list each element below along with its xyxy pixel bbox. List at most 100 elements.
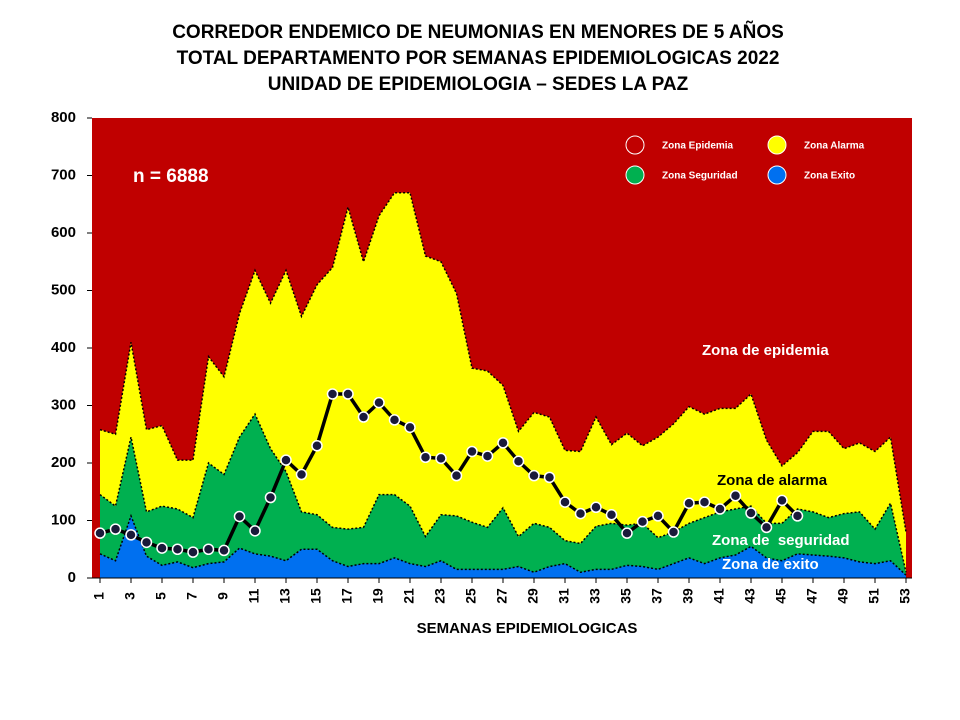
- y-tick-label: 400: [51, 339, 76, 356]
- x-tick-label: 35: [618, 588, 634, 604]
- annotation: Zona de seguridad: [712, 532, 850, 549]
- annotation: n = 6888: [133, 166, 209, 187]
- case-marker: [652, 510, 664, 522]
- y-tick-label: 600: [51, 224, 76, 241]
- x-tick-label: 53: [897, 588, 913, 604]
- chart-title: UNIDAD DE EPIDEMIOLOGIA – SEDES LA PAZ: [268, 74, 689, 95]
- case-marker: [218, 544, 230, 557]
- case-marker: [605, 509, 618, 521]
- annotation: Zona de exito: [722, 556, 819, 573]
- chart-title: TOTAL DEPARTAMENTO POR SEMANAS EPIDEMIOL…: [177, 48, 780, 69]
- y-tick-label: 800: [51, 109, 76, 126]
- case-marker: [187, 546, 199, 558]
- case-marker: [249, 525, 261, 537]
- legend-swatch: [625, 165, 645, 185]
- case-marker: [497, 437, 509, 449]
- case-marker: [388, 414, 401, 426]
- zone-outline: [99, 192, 907, 533]
- x-tick-label: 11: [246, 588, 262, 603]
- case-marker: [590, 501, 602, 514]
- x-tick-label: 45: [773, 588, 789, 604]
- case-marker: [543, 471, 556, 484]
- case-marker: [776, 494, 788, 507]
- x-tick-label: 1: [91, 592, 107, 600]
- case-marker: [326, 388, 339, 400]
- case-marker: [466, 445, 478, 458]
- x-tick-label: 5: [153, 592, 169, 600]
- case-marker: [311, 440, 323, 452]
- legend-swatch: [625, 135, 645, 155]
- legend-swatch: [767, 135, 787, 155]
- legend-label: Zona Exito: [804, 171, 855, 182]
- case-marker: [621, 527, 633, 539]
- x-tick-label: 23: [432, 588, 448, 604]
- case-marker: [171, 543, 184, 555]
- case-marker: [140, 536, 153, 549]
- legend-swatch: [767, 165, 787, 185]
- x-tick-label: 51: [866, 588, 882, 604]
- legend-label: Zona Alarma: [804, 141, 865, 152]
- case-marker: [264, 491, 277, 504]
- x-tick-label: 7: [184, 592, 200, 600]
- legend-label: Zona Epidemia: [662, 141, 734, 152]
- case-marker: [791, 510, 804, 522]
- case-marker: [404, 421, 416, 434]
- case-marker: [512, 455, 525, 468]
- y-tick-label: 0: [68, 569, 76, 586]
- x-tick-label: 33: [587, 588, 603, 604]
- case-marker: [745, 507, 757, 519]
- x-tick-label: 13: [277, 588, 293, 604]
- x-tick-label: 47: [804, 588, 820, 604]
- case-marker: [667, 526, 680, 538]
- x-tick-label: 15: [308, 588, 324, 604]
- case-marker: [528, 469, 540, 482]
- case-marker: [574, 507, 587, 520]
- case-marker: [109, 523, 122, 535]
- case-marker: [373, 396, 385, 409]
- x-tick-label: 9: [215, 592, 231, 600]
- x-tick-label: 37: [649, 588, 665, 604]
- y-tick-label: 200: [51, 454, 76, 471]
- y-tick-label: 500: [51, 281, 76, 298]
- x-tick-label: 29: [525, 588, 541, 604]
- case-marker: [295, 468, 308, 481]
- x-tick-label: 39: [680, 588, 696, 604]
- case-marker: [559, 496, 571, 508]
- case-marker: [714, 503, 726, 515]
- x-tick-label: 3: [122, 592, 138, 600]
- case-marker: [636, 515, 649, 528]
- x-tick-label: 27: [494, 588, 510, 604]
- case-marker: [419, 451, 432, 463]
- zone-outline: [99, 412, 907, 573]
- case-marker: [280, 454, 292, 466]
- case-marker: [125, 529, 137, 541]
- case-marker: [760, 521, 773, 534]
- y-tick-label: 300: [51, 396, 76, 413]
- x-tick-label: 31: [556, 588, 572, 604]
- case-line: [99, 392, 799, 554]
- y-tick-label: 700: [51, 166, 76, 183]
- x-tick-label: 43: [742, 588, 758, 604]
- case-marker: [357, 411, 370, 423]
- case-marker: [683, 497, 695, 509]
- annotation: Zona de alarma: [717, 472, 828, 489]
- annotation: Zona de epidemia: [702, 342, 829, 359]
- case-marker: [156, 542, 168, 554]
- x-tick-label: 25: [463, 588, 479, 604]
- x-tick-label: 19: [370, 588, 386, 604]
- x-axis-label: SEMANAS EPIDEMIOLOGICAS: [417, 620, 638, 637]
- chart-title: CORREDOR ENDEMICO DE NEUMONIAS EN MENORE…: [172, 21, 784, 43]
- case-marker: [233, 510, 246, 523]
- x-tick-label: 49: [835, 588, 851, 604]
- case-marker: [481, 450, 494, 462]
- case-marker: [94, 527, 106, 539]
- case-marker: [450, 469, 463, 482]
- case-marker: [698, 496, 711, 508]
- x-tick-label: 17: [339, 588, 355, 604]
- x-tick-label: 21: [401, 588, 417, 604]
- y-tick-label: 100: [51, 511, 76, 528]
- zone-area: [100, 515, 906, 578]
- case-marker: [342, 388, 354, 400]
- case-marker: [202, 543, 215, 555]
